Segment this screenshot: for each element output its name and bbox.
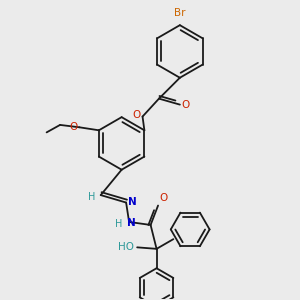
Text: N: N	[128, 197, 136, 207]
Text: O: O	[70, 122, 78, 132]
Text: O: O	[182, 100, 190, 110]
Text: H: H	[115, 219, 122, 230]
Text: N: N	[127, 218, 136, 229]
Text: O: O	[133, 110, 141, 120]
Text: HO: HO	[118, 242, 134, 252]
Text: O: O	[160, 193, 168, 203]
Text: Br: Br	[174, 8, 186, 18]
Text: H: H	[88, 192, 95, 202]
